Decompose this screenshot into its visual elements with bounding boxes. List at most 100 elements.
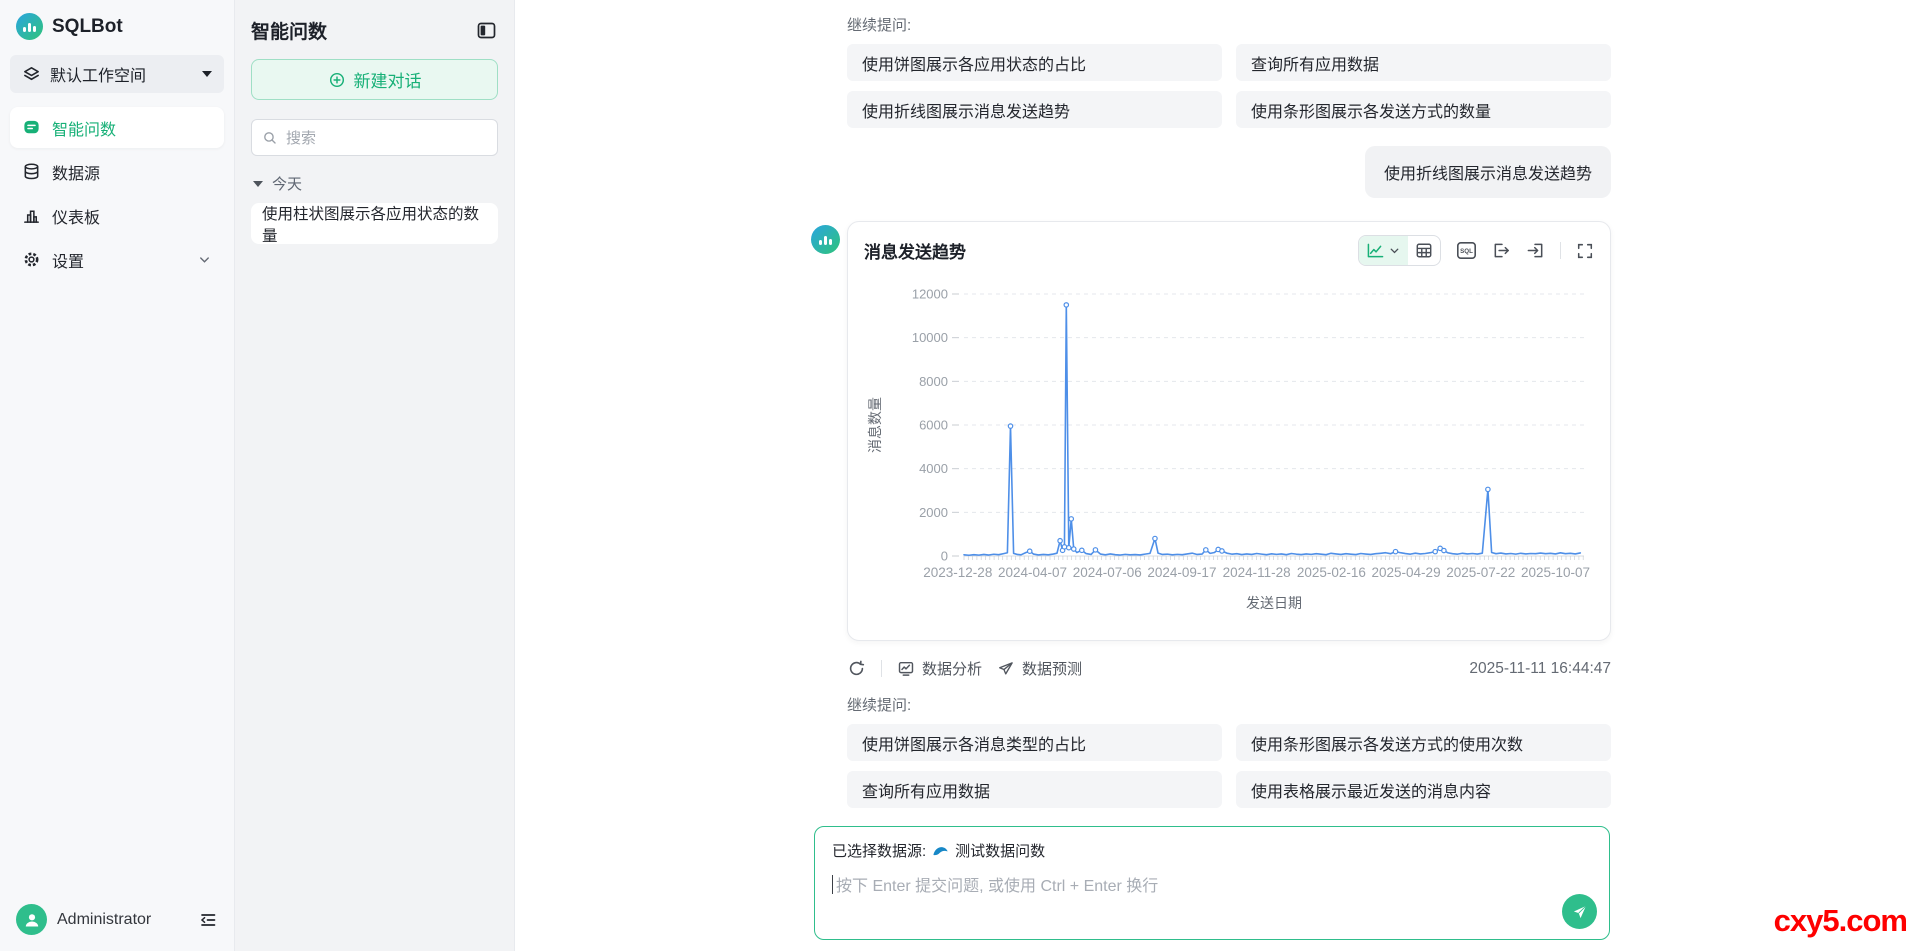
sql-icon[interactable]: SQL [1456, 241, 1477, 260]
svg-text:发送日期: 发送日期 [1246, 595, 1302, 611]
svg-text:2024-04-07: 2024-04-07 [998, 565, 1067, 580]
chart-card: 消息发送趋势 [847, 221, 1611, 641]
chart-toolbar: SQL [1358, 235, 1594, 266]
text-cursor [832, 874, 833, 894]
app-title: SQLBot [52, 15, 123, 37]
dashboard-icon [22, 206, 41, 225]
layers-icon [22, 65, 41, 84]
sidebar-item-label: 设置 [52, 253, 85, 271]
paper-plane-icon [1573, 905, 1586, 918]
suggestion-chip[interactable]: 使用饼图展示各消息类型的占比 [847, 724, 1222, 761]
user-message-bubble: 使用折线图展示消息发送趋势 [1364, 146, 1611, 198]
svg-text:6000: 6000 [919, 418, 948, 433]
answer-timestamp: 2025-11-11 16:44:47 [1469, 659, 1611, 677]
sidebar-item-label: 智能问数 [52, 121, 117, 139]
svg-text:2025-10-07: 2025-10-07 [1521, 565, 1590, 580]
plus-circle-icon [328, 71, 346, 89]
sqlbot-logo-icon [16, 13, 43, 40]
actions-divider [881, 660, 882, 677]
caret-down-icon [202, 71, 212, 77]
svg-text:2023-12-28: 2023-12-28 [923, 565, 992, 580]
chat-icon [22, 118, 41, 137]
svg-text:4000: 4000 [919, 461, 948, 476]
suggestion-chip[interactable]: 使用表格展示最近发送的消息内容 [1236, 771, 1611, 808]
import-icon[interactable] [1526, 241, 1545, 260]
forecast-button[interactable]: 数据预测 [997, 658, 1082, 679]
table-view-button[interactable] [1408, 236, 1440, 265]
workspace-name: 默认工作空间 [50, 68, 147, 85]
sidebar-menu: 智能问数 数据源 仪表板 设置 [0, 107, 234, 280]
workspace-selector[interactable]: 默认工作空间 [10, 55, 224, 93]
sidebar: SQLBot 默认工作空间 智能问数 数据源 仪表板 [0, 0, 235, 951]
sidebar-item-datasource[interactable]: 数据源 [10, 151, 224, 192]
sidebar-item-dashboard[interactable]: 仪表板 [10, 195, 224, 236]
conversation-group-today[interactable]: 今天 [253, 173, 498, 194]
input-placeholder: 按下 Enter 提交问题, 或使用 Ctrl + Enter 换行 [836, 878, 1159, 895]
datasource-name[interactable]: 测试数据问数 [955, 843, 1046, 860]
send-button[interactable] [1562, 894, 1597, 929]
svg-text:2000: 2000 [919, 505, 948, 520]
suggestion-chip[interactable]: 使用条形图展示各发送方式的使用次数 [1236, 724, 1611, 761]
avatar [16, 904, 47, 935]
sidebar-item-smart-query[interactable]: 智能问数 [10, 107, 224, 148]
search-icon [262, 130, 278, 146]
suggestion-chip[interactable]: 查询所有应用数据 [1236, 44, 1611, 81]
question-input[interactable]: 已选择数据源: 测试数据问数 按下 Enter 提交问题, 或使用 Ctrl +… [814, 826, 1610, 940]
gear-icon [22, 250, 41, 269]
chart-title: 消息发送趋势 [864, 243, 966, 262]
watermark: cxy5.com [1773, 903, 1908, 938]
svg-text:2024-11-28: 2024-11-28 [1223, 565, 1291, 580]
mysql-dolphin-icon [932, 844, 949, 858]
database-icon [22, 162, 41, 181]
svg-text:12000: 12000 [912, 287, 948, 302]
datasource-prefix: 已选择数据源: [832, 843, 927, 860]
svg-text:2024-09-17: 2024-09-17 [1147, 565, 1216, 580]
toolbar-divider [1560, 242, 1561, 259]
panel-title: 智能问数 [251, 22, 328, 43]
svg-text:2024-07-06: 2024-07-06 [1073, 565, 1142, 580]
new-chat-button[interactable]: 新建对话 [251, 59, 498, 100]
suggestion-chip[interactable]: 使用饼图展示各应用状态的占比 [847, 44, 1222, 81]
svg-text:2025-07-22: 2025-07-22 [1446, 565, 1515, 580]
svg-text:0: 0 [941, 549, 948, 564]
collapse-sidebar-icon[interactable] [198, 910, 218, 930]
svg-text:8000: 8000 [919, 374, 948, 389]
bottom-suggestions: 使用饼图展示各消息类型的占比 使用条形图展示各发送方式的使用次数 查询所有应用数… [847, 724, 1611, 808]
line-chart-icon [1366, 242, 1385, 259]
svg-text:SQL: SQL [1460, 248, 1473, 255]
svg-text:2025-04-29: 2025-04-29 [1372, 565, 1441, 580]
suggestion-chip[interactable]: 查询所有应用数据 [847, 771, 1222, 808]
app-logo: SQLBot [0, 0, 234, 50]
continue-ask-label: 继续提问: [847, 697, 912, 714]
svg-text:消息数量: 消息数量 [867, 397, 883, 453]
analyze-button[interactable]: 数据分析 [897, 658, 982, 679]
conversation-item[interactable]: 使用柱状图展示各应用状态的数量 [251, 203, 498, 245]
chevron-down-icon [1388, 244, 1401, 257]
panel-toggle-icon[interactable] [477, 22, 496, 39]
suggestion-chip[interactable]: 使用折线图展示消息发送趋势 [847, 91, 1222, 128]
table-icon [1415, 242, 1433, 259]
export-icon[interactable] [1492, 241, 1511, 260]
chevron-down-icon [197, 252, 212, 267]
sidebar-item-label: 仪表板 [52, 209, 101, 227]
refresh-icon[interactable] [847, 659, 866, 678]
username: Administrator [57, 910, 152, 928]
answer-actions: 数据分析 数据预测 2025-11-11 16:44:47 [847, 658, 1611, 679]
svg-text:10000: 10000 [912, 330, 948, 345]
chart-type-selector[interactable] [1359, 236, 1408, 265]
suggestion-chip[interactable]: 使用条形图展示各发送方式的数量 [1236, 91, 1611, 128]
sidebar-item-settings[interactable]: 设置 [10, 239, 224, 280]
search-input[interactable]: 搜索 [251, 119, 498, 156]
forecast-icon [997, 660, 1015, 678]
fullscreen-icon[interactable] [1576, 242, 1594, 260]
continue-ask-label: 继续提问: [847, 17, 912, 34]
user-footer[interactable]: Administrator [0, 889, 234, 951]
chat-main: 继续提问: 使用饼图展示各应用状态的占比 查询所有应用数据 使用折线图展示消息发… [515, 0, 1911, 951]
sidebar-item-label: 数据源 [52, 165, 101, 183]
triangle-down-icon [253, 180, 263, 187]
bot-avatar [811, 225, 840, 254]
top-suggestions: 使用饼图展示各应用状态的占比 查询所有应用数据 使用折线图展示消息发送趋势 使用… [847, 44, 1611, 128]
trend-chart-svg: 0 2000 4000 6000 8000 10000 12000 2023-12-28 202… [867, 287, 1590, 612]
analyze-icon [897, 660, 915, 678]
search-placeholder: 搜索 [286, 130, 317, 147]
